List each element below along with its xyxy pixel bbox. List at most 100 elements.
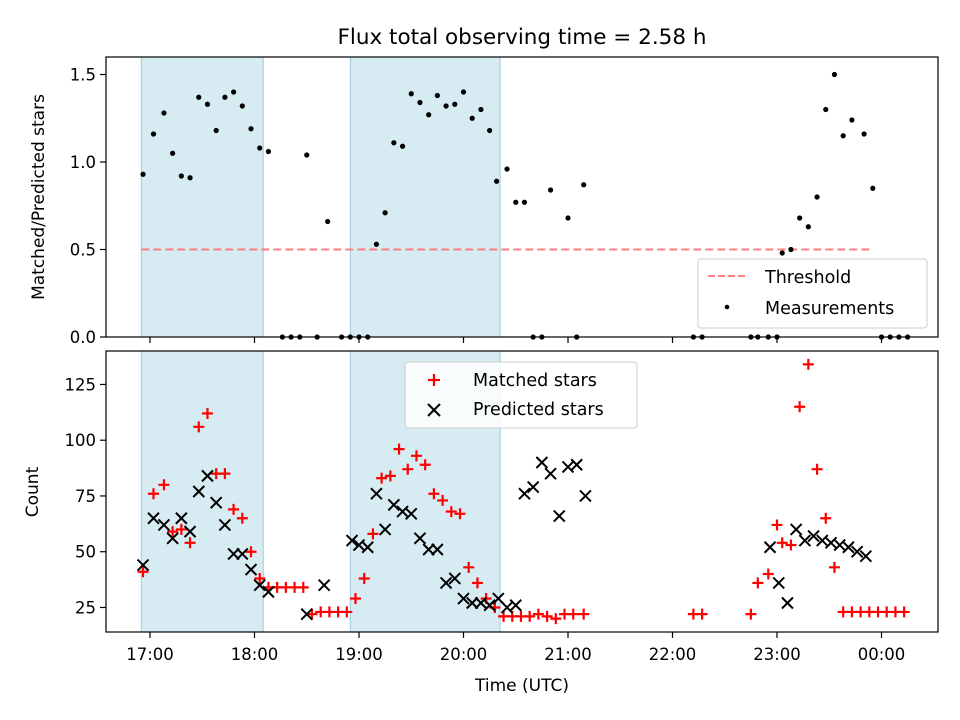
measurement-point — [178, 173, 184, 179]
bottom-x-ticks: 17:00 18:00 19:00 20:00 21:00 22:00 23:00 00:00 — [126, 632, 905, 664]
matched-star-point — [175, 523, 187, 535]
measurement-point — [231, 89, 237, 95]
matched-star-point — [350, 593, 362, 605]
predicted-star-point — [579, 489, 592, 503]
measurement-point — [265, 148, 272, 155]
predicted-star-point — [262, 585, 275, 599]
matched-star-point — [794, 401, 806, 413]
y-tick-label: 100 — [65, 431, 97, 450]
predicted-star-point — [544, 467, 557, 480]
y-tick-label: 0.5 — [70, 241, 96, 260]
top-legend-box — [697, 258, 928, 329]
matched-star-point — [184, 537, 196, 549]
measurement-point — [779, 250, 785, 256]
measurement-point — [426, 112, 432, 118]
predicted-star-point — [218, 518, 232, 532]
predicted-star-point — [457, 592, 470, 605]
predicted-star-point — [772, 576, 785, 590]
top-y-axis-label: Matched/Predicted stars — [29, 94, 49, 300]
predicted-star-point — [483, 599, 496, 612]
y-tick-label: 75 — [75, 487, 96, 506]
shaded-span — [349, 56, 501, 338]
matched-star-point — [776, 537, 788, 549]
matched-star-point — [454, 508, 466, 520]
matched-star-point — [254, 572, 266, 584]
measurement-point — [170, 150, 176, 156]
x-tick-label: 21:00 — [544, 645, 592, 664]
predicted-star-point — [807, 529, 820, 543]
predicted-star-point — [236, 547, 249, 561]
measurement-point — [150, 131, 157, 137]
matched-star-point — [524, 610, 536, 622]
matched-star-point — [752, 577, 764, 589]
predicted-star-point — [300, 607, 313, 621]
predicted-star-point — [175, 512, 188, 525]
predicted-star-point — [763, 541, 777, 554]
matched-star-point — [445, 506, 457, 518]
x-tick-label: 17:00 — [126, 645, 174, 664]
matched-star-point — [219, 468, 231, 480]
predicted-star-point — [509, 599, 522, 612]
measurement-point — [391, 140, 397, 146]
legend-matched-label: Matched stars — [473, 371, 597, 391]
measurement-point — [513, 199, 519, 205]
measurement-point — [565, 215, 571, 221]
measurement-point — [493, 178, 500, 184]
bottom-axes-frame — [105, 350, 939, 633]
measurement-point — [469, 115, 475, 121]
chart-title: Flux total observing time = 2.58 h — [338, 25, 707, 50]
measurement-point — [547, 187, 554, 193]
top-x-ticks — [149, 337, 883, 343]
predicted-star-point — [361, 541, 374, 554]
matched-star-point — [898, 606, 910, 618]
bottom-y-ticks: 25 50 75 100 125 — [65, 375, 106, 617]
matched-star-point — [376, 472, 388, 484]
matched-star-point — [437, 494, 449, 506]
x-tick-label: 23:00 — [753, 645, 801, 664]
y-tick-label: 1.5 — [70, 66, 96, 85]
measurement-point — [161, 110, 167, 116]
predicted-star-point — [553, 509, 566, 523]
matched-star-point — [745, 608, 757, 620]
predicted-star-point — [317, 578, 331, 592]
measurement-point — [434, 92, 440, 99]
matched-star-point — [578, 608, 590, 620]
measurement-point — [581, 182, 587, 188]
predicted-star-point — [136, 558, 150, 572]
measurement-point — [805, 224, 811, 230]
bottom-panel: 25 50 75 100 125 17:00 18:00 19:00 20:00 21:00 22… — [23, 350, 939, 696]
matched-star-point — [201, 407, 213, 419]
matched-star-point — [245, 546, 257, 558]
matched-star-point — [428, 488, 440, 500]
predicted-star-point — [798, 534, 812, 547]
measurement-point — [408, 91, 414, 97]
predicted-star-point — [570, 458, 583, 471]
matched-star-point — [802, 358, 814, 370]
matched-star-point — [811, 463, 823, 475]
matched-star-point — [341, 606, 353, 618]
top-legend: Threshold Measurements — [697, 258, 928, 329]
legend-measurements-label: Measurements — [765, 299, 894, 319]
measurement-point — [399, 143, 406, 149]
matched-star-point — [785, 539, 797, 551]
legend-threshold-label: Threshold — [764, 268, 851, 288]
measurement-point — [325, 218, 331, 225]
predicted-star-point — [147, 512, 160, 525]
predicted-star-point — [842, 541, 855, 554]
measurement-point — [239, 103, 245, 109]
predicted-star-point — [166, 532, 179, 545]
matched-star-point — [532, 608, 544, 620]
legend-predicted-label: Predicted stars — [473, 400, 604, 420]
measurement-point — [222, 94, 228, 100]
predicted-star-point — [431, 543, 444, 556]
x-axis-label: Time (UTC) — [474, 676, 569, 696]
top-shaded-spans — [140, 56, 501, 338]
matched-star-point — [402, 463, 414, 475]
predicted-star-point — [439, 576, 453, 590]
matched-star-point — [541, 610, 553, 622]
measurement-point — [187, 175, 193, 181]
y-tick-label: 50 — [75, 543, 96, 562]
y-tick-label: 0.0 — [70, 328, 96, 347]
predicted-star-point — [859, 549, 873, 563]
